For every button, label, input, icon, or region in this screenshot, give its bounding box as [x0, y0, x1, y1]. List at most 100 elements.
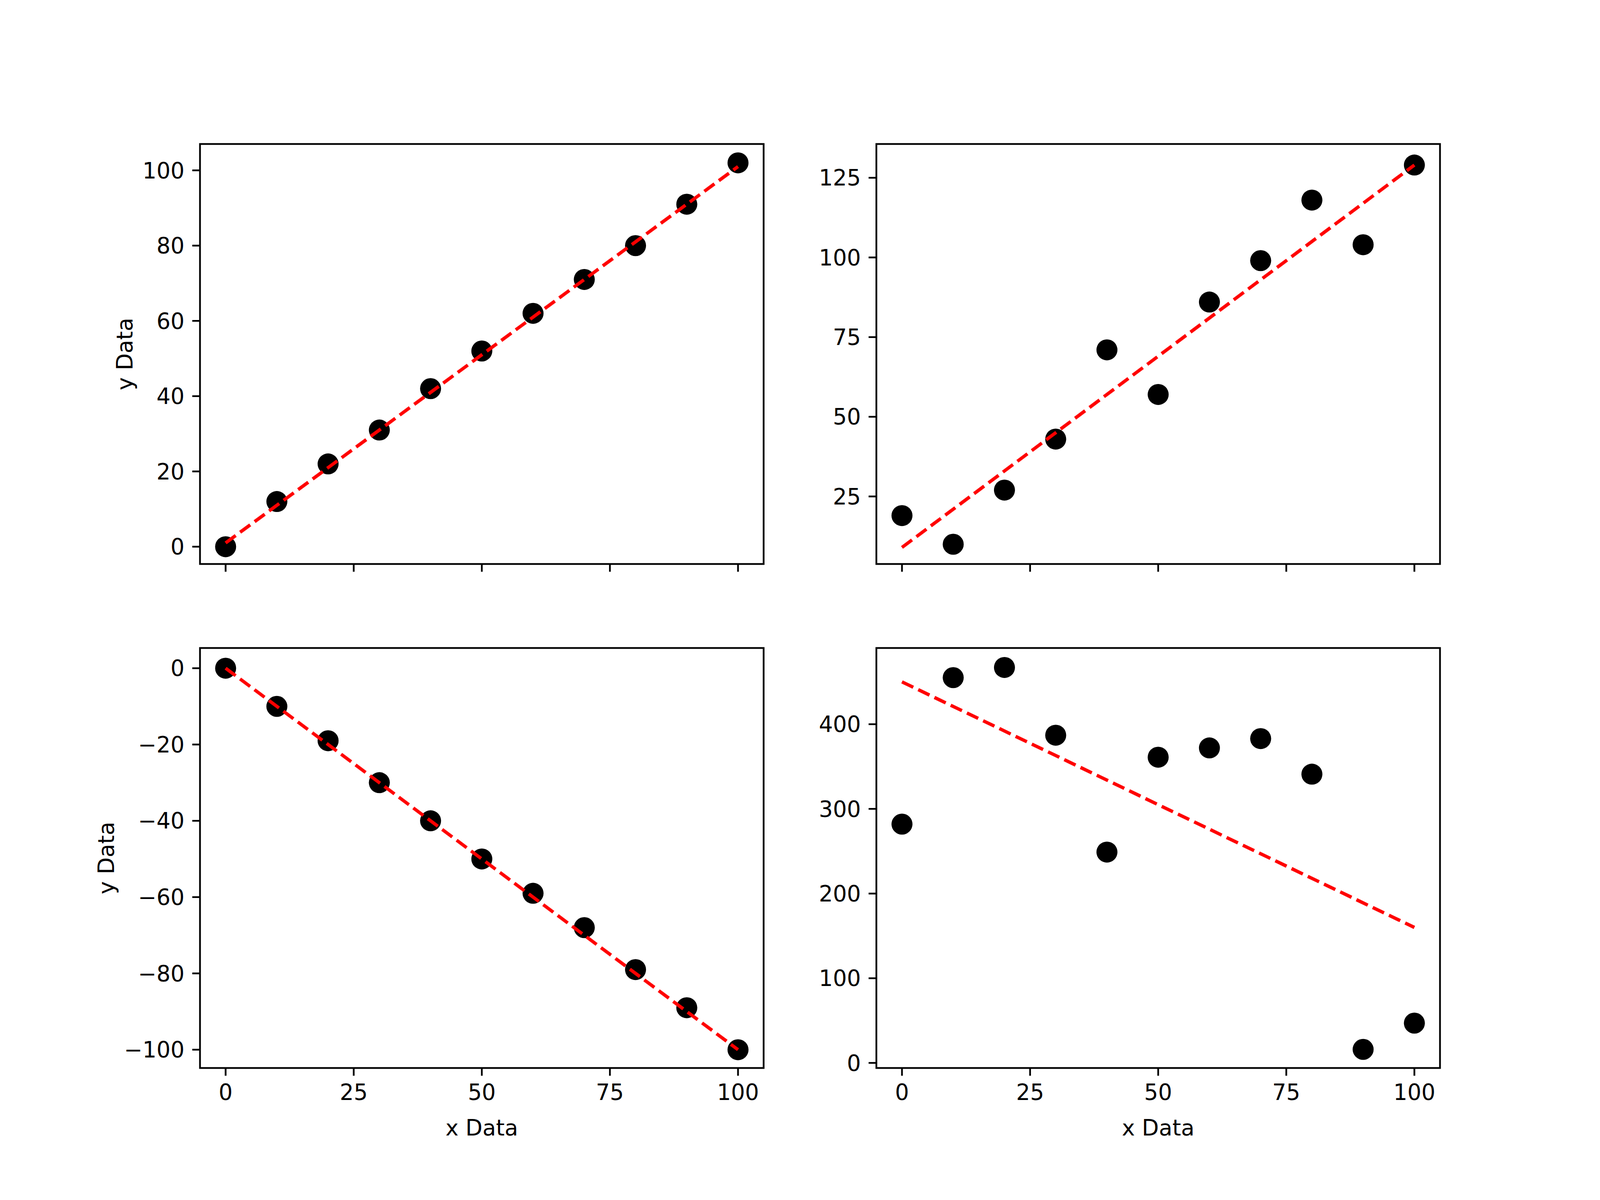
point — [891, 505, 913, 526]
x-tick — [481, 1068, 483, 1076]
x-tick — [1029, 564, 1031, 572]
point — [942, 667, 964, 688]
figure: 020406080100y Data2550751001250255075100… — [0, 0, 1600, 1200]
y-tick — [192, 546, 201, 548]
y-tick — [192, 667, 201, 670]
y-tick-label: 0 — [170, 534, 185, 560]
x-tick — [1413, 564, 1416, 572]
point — [942, 533, 964, 555]
x-tick — [1413, 1068, 1416, 1076]
point — [1250, 250, 1271, 271]
y-tick — [868, 256, 877, 259]
y-tick — [868, 977, 877, 980]
y-tick-label: 0 — [847, 1050, 861, 1076]
subplot: 25 50 75 100 125 — [819, 144, 1440, 572]
y-tick — [868, 808, 877, 810]
y-tick — [192, 395, 201, 398]
y-tick-label: 75 — [833, 324, 861, 350]
point — [1096, 841, 1118, 863]
x-tick — [1285, 564, 1288, 572]
y-tick — [868, 1062, 877, 1064]
y-tick — [868, 177, 877, 179]
plot-area — [891, 154, 1425, 555]
point — [625, 235, 646, 256]
point — [1352, 1039, 1374, 1060]
x-tick — [353, 564, 355, 572]
x-tick-label: 0 — [218, 1079, 233, 1105]
x-tick — [1157, 564, 1160, 572]
x-tick-label: 100 — [717, 1079, 759, 1105]
plot-area — [215, 152, 749, 558]
y-tick-label: 50 — [833, 404, 861, 430]
y-tick-label: 25 — [833, 484, 861, 510]
point — [1301, 763, 1323, 785]
x-tick — [737, 564, 739, 572]
point — [1352, 234, 1374, 255]
point — [891, 813, 913, 835]
x-tick-label: 50 — [468, 1079, 496, 1105]
y-tick-label: 100 — [142, 158, 185, 184]
fit-line — [225, 166, 738, 543]
x-axis-label: x Data — [445, 1115, 518, 1141]
y-tick-label: 400 — [819, 711, 861, 737]
x-tick-label: 25 — [1016, 1079, 1044, 1105]
subplot: 02550751000100200300400x Data — [819, 648, 1440, 1141]
y-tick — [192, 972, 201, 975]
y-tick — [868, 495, 877, 498]
subplot: 020406080100y Data — [112, 144, 764, 572]
y-tick-label: −40 — [138, 808, 185, 834]
x-tick — [901, 564, 903, 572]
y-tick-label: 80 — [156, 233, 185, 259]
x-tick — [901, 1068, 903, 1076]
x-tick-label: 25 — [339, 1079, 368, 1105]
x-tick — [1285, 1068, 1288, 1076]
x-tick — [224, 1068, 227, 1076]
y-tick — [868, 892, 877, 895]
y-tick-label: 125 — [819, 165, 861, 191]
x-tick — [481, 564, 483, 572]
point — [1250, 728, 1271, 749]
y-tick-label: 300 — [819, 796, 861, 822]
y-tick-label: 200 — [819, 881, 861, 907]
axes-frame — [200, 144, 764, 564]
point — [625, 959, 646, 980]
y-tick-label: −20 — [138, 732, 185, 758]
y-tick-label: 40 — [156, 383, 185, 409]
subplot: 0255075100−100−80−60−40−200x Datay Data — [93, 648, 764, 1141]
y-tick — [192, 320, 201, 322]
y-tick — [192, 896, 201, 898]
background — [0, 0, 1600, 1200]
point — [1199, 737, 1220, 759]
point — [1199, 291, 1220, 313]
fit-line — [902, 165, 1415, 548]
x-tick — [1029, 1068, 1031, 1076]
y-tick — [192, 820, 201, 822]
x-tick-label: 75 — [596, 1079, 624, 1105]
y-tick-label: −60 — [138, 884, 185, 910]
point — [1096, 339, 1118, 361]
y-tick — [868, 723, 877, 726]
y-tick-label: 100 — [819, 245, 861, 271]
axes-frame — [876, 144, 1440, 564]
plot-area — [215, 657, 749, 1060]
y-tick-label: −100 — [124, 1037, 185, 1063]
fit-line — [902, 682, 1415, 928]
y-axis-label: y Data — [93, 821, 119, 894]
x-tick-label: 75 — [1272, 1079, 1301, 1105]
point — [522, 883, 544, 904]
y-tick — [192, 169, 201, 172]
point — [1045, 724, 1066, 746]
point — [994, 479, 1015, 501]
point — [1301, 189, 1323, 211]
x-tick-label: 50 — [1144, 1079, 1172, 1105]
point — [1147, 746, 1169, 768]
x-tick — [224, 564, 227, 572]
y-tick — [868, 416, 877, 418]
y-tick — [192, 1049, 201, 1051]
x-tick — [737, 1068, 739, 1076]
point — [1404, 1012, 1425, 1034]
point — [574, 917, 595, 938]
y-tick-label: −80 — [138, 961, 185, 987]
x-tick — [353, 1068, 355, 1076]
point — [727, 152, 749, 174]
